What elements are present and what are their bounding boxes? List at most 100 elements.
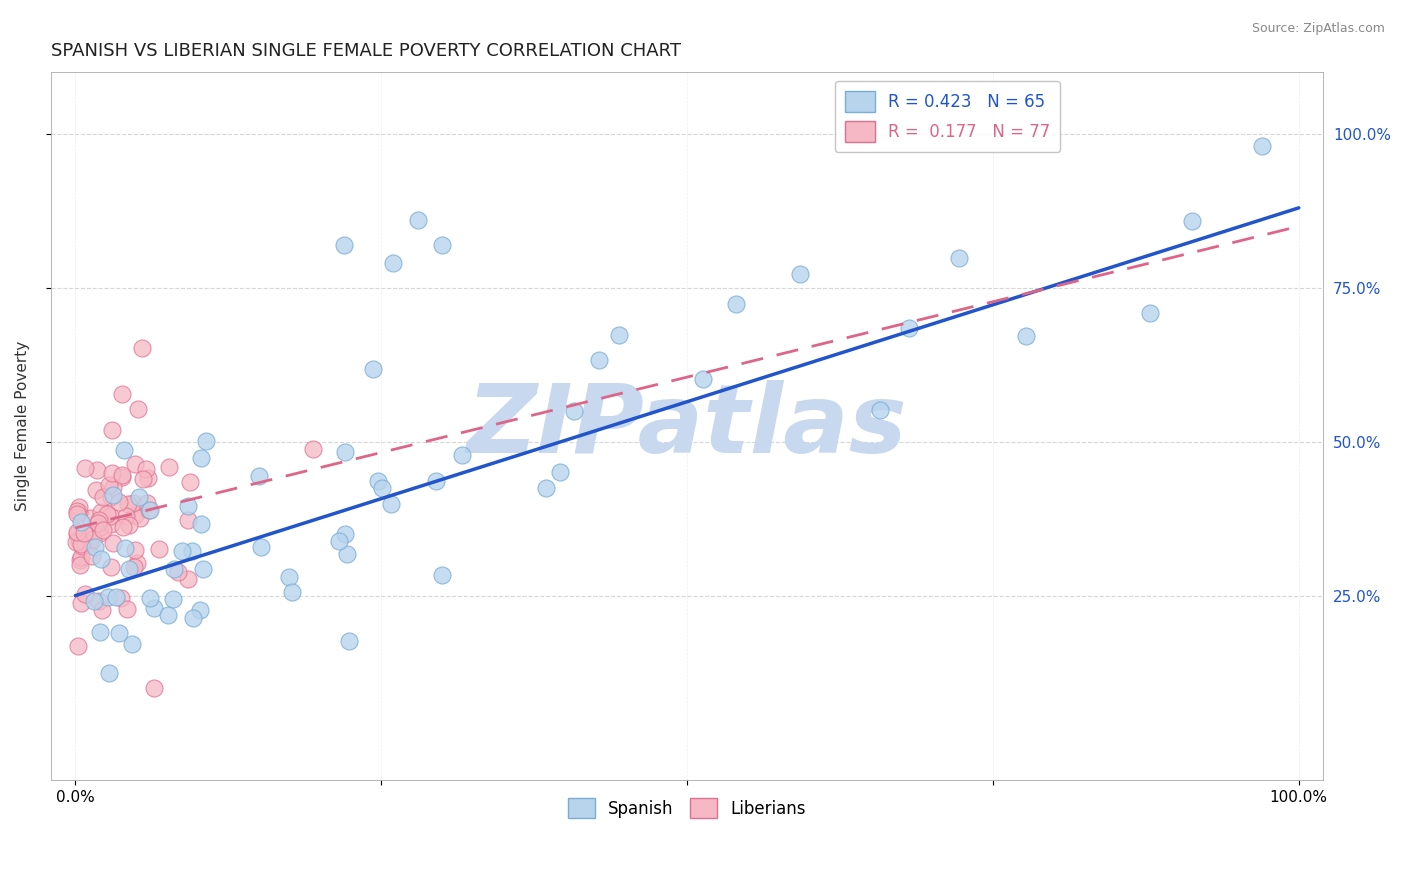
Point xyxy=(89,519,111,533)
Text: Source: ZipAtlas.com: Source: ZipAtlas.com xyxy=(1251,22,1385,36)
Point xyxy=(66,527,89,541)
Point xyxy=(425,474,447,488)
Point xyxy=(278,570,301,584)
Point xyxy=(371,481,394,495)
Point xyxy=(65,534,87,549)
Point xyxy=(430,567,453,582)
Point xyxy=(84,540,107,554)
Point xyxy=(118,562,141,576)
Point xyxy=(83,594,105,608)
Point xyxy=(127,557,149,571)
Point xyxy=(281,584,304,599)
Point xyxy=(948,252,970,266)
Point xyxy=(142,601,165,615)
Point xyxy=(170,544,193,558)
Point xyxy=(562,403,585,417)
Point xyxy=(337,634,360,648)
Point xyxy=(128,490,150,504)
Point xyxy=(336,547,359,561)
Point xyxy=(177,572,200,586)
Point xyxy=(70,540,93,554)
Point xyxy=(122,560,145,574)
Point xyxy=(115,602,138,616)
Point xyxy=(534,481,557,495)
Point xyxy=(361,362,384,376)
Point xyxy=(108,626,131,640)
Point xyxy=(148,542,170,557)
Point xyxy=(111,470,134,484)
Point xyxy=(333,527,356,541)
Point xyxy=(91,603,114,617)
Point xyxy=(333,445,356,459)
Point xyxy=(112,443,135,458)
Point xyxy=(111,468,134,483)
Point xyxy=(67,640,90,654)
Point xyxy=(70,549,93,564)
Point xyxy=(70,537,93,551)
Point xyxy=(70,515,93,529)
Point xyxy=(86,462,108,476)
Point xyxy=(1251,139,1274,153)
Point xyxy=(66,524,89,539)
Point xyxy=(115,508,138,523)
Point xyxy=(157,459,180,474)
Point xyxy=(724,297,747,311)
Point xyxy=(131,341,153,355)
Point xyxy=(114,541,136,555)
Point xyxy=(80,549,103,564)
Point xyxy=(1015,329,1038,343)
Point xyxy=(110,591,132,605)
Point xyxy=(96,507,118,521)
Point xyxy=(121,637,143,651)
Point xyxy=(103,488,125,502)
Point xyxy=(124,457,146,471)
Point xyxy=(100,517,122,532)
Point xyxy=(367,474,389,488)
Point xyxy=(451,449,474,463)
Point xyxy=(89,526,111,541)
Point xyxy=(607,328,630,343)
Point xyxy=(90,552,112,566)
Point xyxy=(67,533,90,548)
Point xyxy=(382,256,405,270)
Point xyxy=(101,480,124,494)
Point xyxy=(97,477,120,491)
Point xyxy=(73,525,96,540)
Point xyxy=(550,465,572,479)
Point xyxy=(72,533,94,548)
Point xyxy=(67,500,90,514)
Point xyxy=(135,462,157,476)
Point xyxy=(167,565,190,579)
Point xyxy=(111,520,134,534)
Point xyxy=(162,592,184,607)
Point xyxy=(100,560,122,574)
Point xyxy=(93,523,115,537)
Point xyxy=(100,491,122,505)
Point xyxy=(105,590,128,604)
Point xyxy=(122,495,145,509)
Point xyxy=(142,681,165,695)
Point xyxy=(247,468,270,483)
Point xyxy=(101,535,124,549)
Point xyxy=(131,472,153,486)
Point xyxy=(380,497,402,511)
Point xyxy=(1139,306,1161,320)
Point xyxy=(87,513,110,527)
Point xyxy=(118,518,141,533)
Point xyxy=(156,607,179,622)
Point xyxy=(69,558,91,572)
Point xyxy=(328,533,350,548)
Point xyxy=(101,423,124,437)
Point xyxy=(98,508,121,523)
Point xyxy=(195,434,218,448)
Point xyxy=(179,475,201,489)
Point xyxy=(163,561,186,575)
Point xyxy=(789,267,811,281)
Point xyxy=(75,461,97,475)
Point xyxy=(124,508,146,522)
Point xyxy=(249,540,271,554)
Point xyxy=(138,502,160,516)
Point xyxy=(107,495,129,509)
Point xyxy=(135,496,157,510)
Point xyxy=(111,387,134,401)
